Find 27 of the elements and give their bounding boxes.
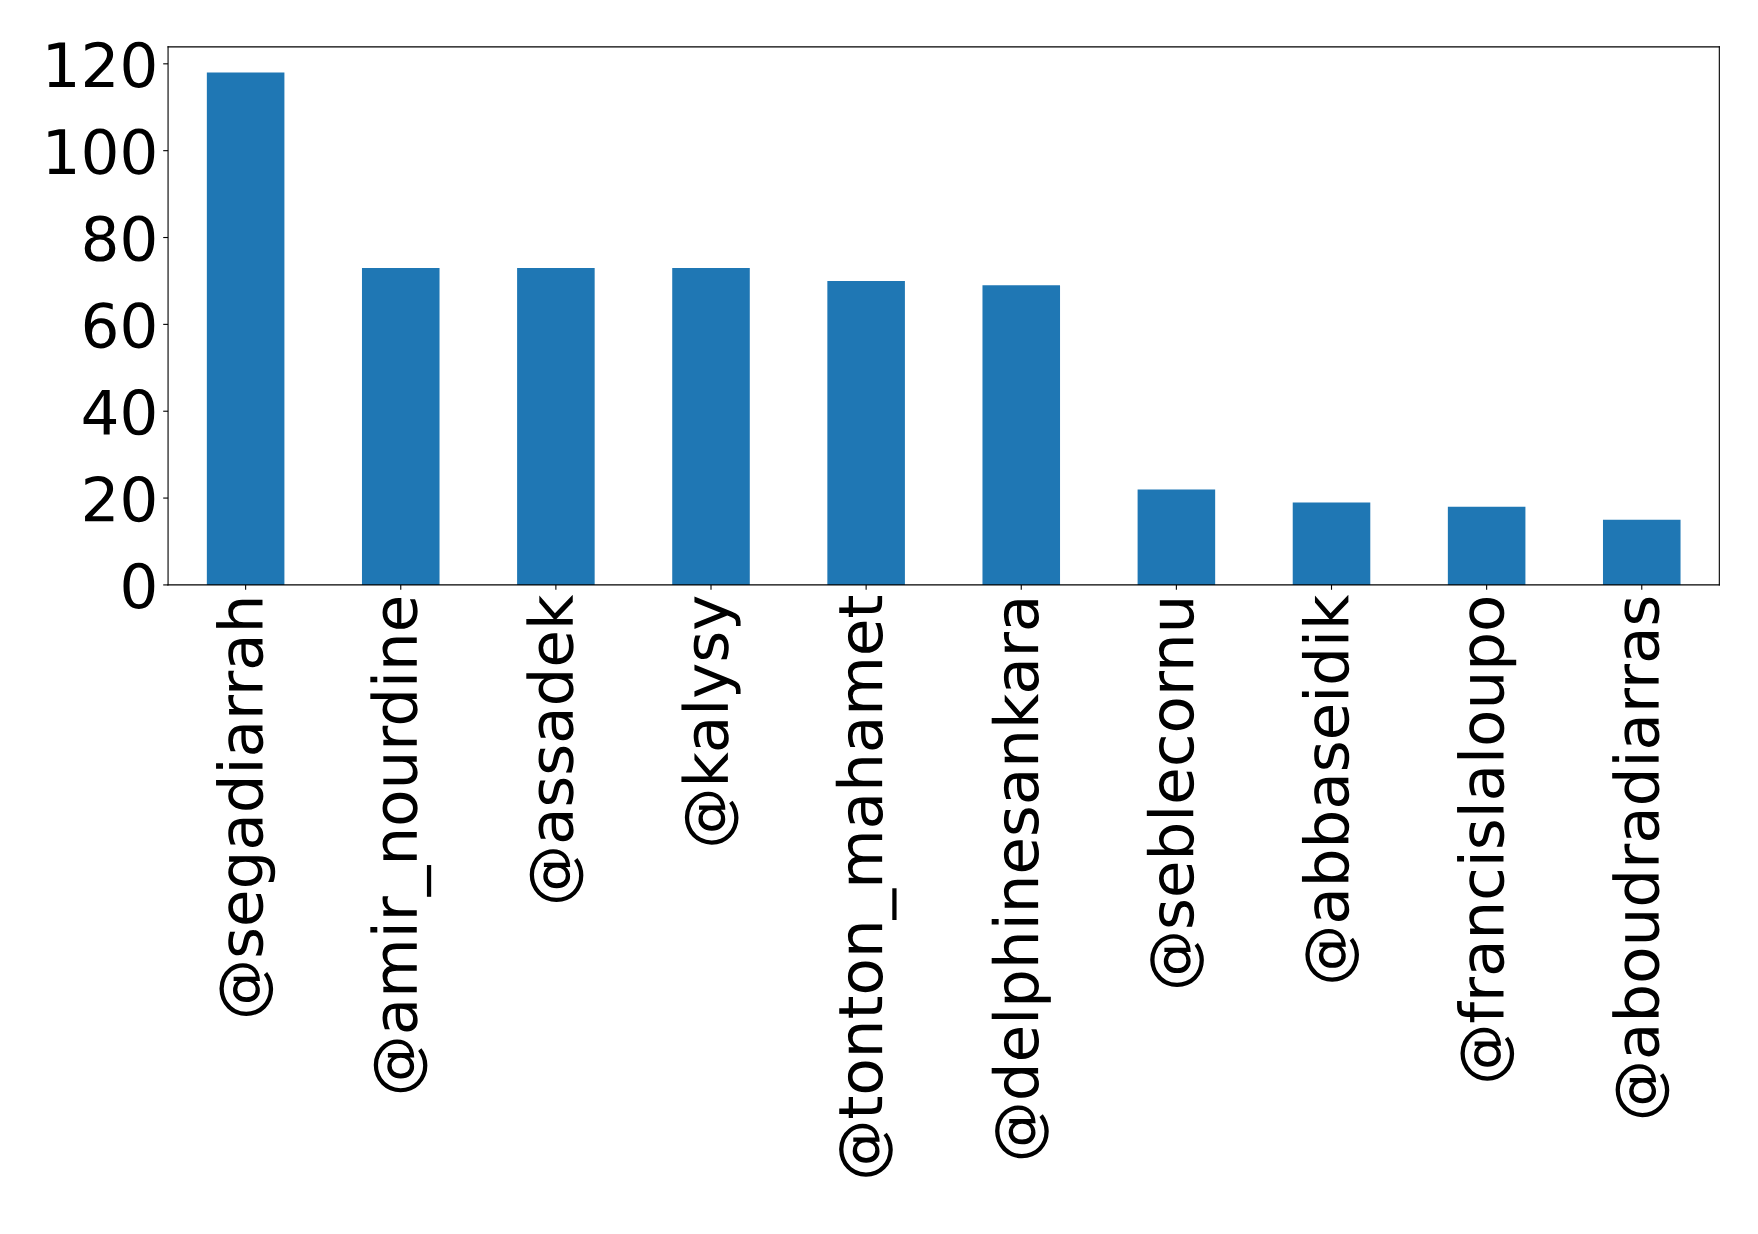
bar — [672, 267, 750, 585]
x-tick-label: @kalysy — [681, 596, 741, 845]
y-tick-label: 20 — [85, 475, 155, 523]
x-tick-label: @segadiarrah — [216, 599, 276, 1016]
bar — [206, 72, 285, 585]
y-tick-label: 100 — [48, 128, 155, 175]
x-tick-label: @seblecornu — [1146, 600, 1204, 988]
y-tick-label: 80 — [84, 215, 155, 262]
x-tick-label: @aboudradiarras — [1612, 597, 1670, 1118]
bar — [982, 285, 1061, 585]
bar — [517, 267, 595, 585]
y-tick-label: 120 — [48, 41, 155, 88]
bar — [1137, 489, 1216, 585]
bar — [827, 280, 905, 585]
x-tick-label: @amir_nourdine — [370, 597, 432, 1093]
y-tick-label: 0 — [123, 562, 155, 609]
bar — [1292, 502, 1371, 585]
x-tick-label: @delphinesankara — [991, 600, 1051, 1159]
bar — [361, 267, 440, 585]
x-tick-label: @assadek — [526, 594, 584, 903]
bar — [1602, 519, 1681, 585]
bar — [1447, 506, 1526, 585]
y-tick-label: 40 — [83, 389, 155, 436]
x-tick-label: @tonton_mahamet — [835, 596, 897, 1177]
x-tick-label: @francislaloupo — [1457, 597, 1517, 1081]
y-tick-label: 60 — [84, 302, 155, 349]
x-tick-label: @abbaseidik — [1301, 594, 1359, 982]
